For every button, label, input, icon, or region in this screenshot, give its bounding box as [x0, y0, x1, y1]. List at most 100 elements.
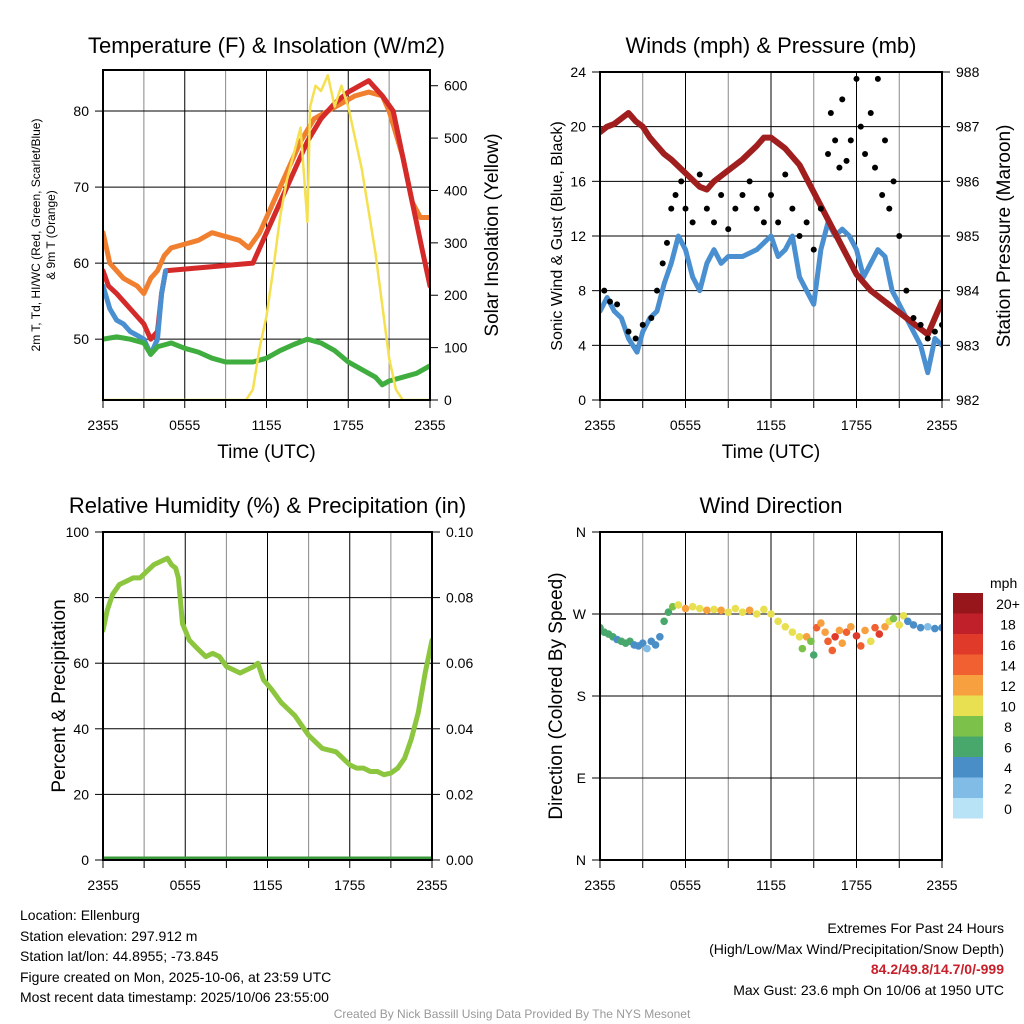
- y2-tick-label: 986: [956, 173, 980, 189]
- gust-point: [874, 75, 881, 82]
- y-tick-label: 12: [570, 228, 586, 244]
- gust-point: [753, 205, 760, 212]
- x-tick-label: 1155: [756, 877, 786, 893]
- y2-tick-label: 983: [956, 337, 980, 353]
- wind-direction-point: [724, 608, 733, 616]
- gust-point: [648, 315, 655, 321]
- wind-direction-point: [866, 637, 875, 646]
- gust-point: [663, 239, 670, 246]
- gust-point: [879, 192, 886, 198]
- y-tick-label: N: [576, 852, 586, 868]
- recent-timestamp: Most recent data timestamp: 2025/10/06 2…: [20, 989, 329, 1005]
- gust-point: [886, 205, 893, 212]
- gust-point: [796, 233, 803, 239]
- panel-1: Temperature (F) & Insolation (W/m2) 2355 0…: [29, 33, 503, 463]
- wind-direction-point: [821, 628, 829, 637]
- gust-point: [903, 287, 910, 294]
- gust-point: [625, 328, 632, 335]
- gust-point: [760, 219, 767, 226]
- wind-direction-point: [809, 651, 818, 659]
- station-pressure-line: [600, 110, 942, 338]
- panel-3: Relative Humidity (%) & Precipitation (i…: [49, 493, 473, 893]
- gust-point: [832, 137, 839, 144]
- wind-direction-point: [643, 644, 651, 653]
- created-time: Figure created on Mon, 2025-10-06, at 23…: [20, 968, 332, 985]
- y-tick-label: 60: [73, 255, 89, 271]
- y-tick-label: 20: [73, 786, 89, 802]
- max-gust: Max Gust: 23.6 mph On 10/06 at 1950 UTC: [733, 981, 1004, 998]
- y2-axis-label: Station Pressure (Maroon): [994, 125, 1015, 348]
- y2-tick-label: 100: [444, 340, 468, 356]
- wind-direction-point: [688, 602, 697, 611]
- 2m-t-line: [103, 78, 430, 342]
- gust-point: [782, 171, 789, 178]
- wind-direction-point: [881, 622, 889, 631]
- gust-point: [853, 75, 860, 82]
- x-tick-label: 1755: [841, 877, 872, 893]
- wind-direction-point: [856, 642, 865, 650]
- x-tick-label: 1755: [841, 417, 872, 433]
- y-tick-label: W: [573, 606, 587, 622]
- x-axis-label: Time (UTC): [722, 442, 821, 463]
- y-axis-label: Percent & Precipitation: [49, 599, 70, 792]
- gust-point: [890, 178, 897, 185]
- legend-swatch: [953, 695, 983, 716]
- credit: Created By Nick Bassill Using Data Provi…: [333, 1007, 691, 1021]
- wind-direction-point: [909, 621, 918, 629]
- legend-swatch: [953, 736, 983, 757]
- legend-swatch: [953, 654, 983, 675]
- speed-legend: mph 20+ 18 16 14 12 10 8 6 4 2 0: [953, 575, 1020, 819]
- y-tick-label: N: [576, 524, 586, 540]
- y2-tick-label: 300: [444, 235, 468, 251]
- x-tick-label: 1155: [252, 877, 282, 893]
- y-tick-label: 80: [73, 590, 89, 606]
- gust-point: [682, 205, 689, 212]
- x-tick-label: 0555: [670, 877, 701, 893]
- y-tick-label: 8: [578, 283, 586, 299]
- wind-direction-point: [838, 639, 847, 647]
- gust-point: [725, 226, 732, 233]
- legend-swatch: [953, 757, 983, 778]
- legend-label: 18: [1000, 617, 1016, 633]
- legend-label: 8: [1004, 719, 1012, 735]
- wind-direction-point: [931, 624, 939, 633]
- wind-direction-point: [861, 626, 869, 635]
- gust-point: [931, 328, 938, 335]
- wind-direction-point: [916, 623, 925, 632]
- gust-point: [924, 335, 931, 342]
- gust-point: [632, 335, 639, 342]
- wind-direction-point: [738, 608, 747, 616]
- wind-direction-point: [660, 617, 668, 626]
- gust-point: [696, 171, 703, 178]
- y-axis-label: Sonic Wind & Gust (Blue, Black): [549, 121, 566, 350]
- y-tick-label: 0: [578, 392, 586, 408]
- gust-point: [789, 205, 796, 212]
- legend-label: 14: [1000, 658, 1016, 674]
- gust-point: [917, 321, 924, 328]
- legend-label: 10: [1000, 699, 1016, 715]
- gust-point: [867, 110, 874, 116]
- wind-direction-point: [899, 612, 908, 620]
- gust-point: [746, 178, 753, 185]
- plot-frame: [599, 531, 943, 861]
- relative-humidity-line: [103, 555, 432, 778]
- legend-label: 20+: [996, 596, 1020, 612]
- wind-direction-point: [767, 610, 775, 618]
- x-tick-label: 0555: [670, 417, 701, 433]
- wind-direction-point: [638, 639, 647, 647]
- legend-swatch: [953, 613, 983, 634]
- x-tick-label: 2355: [926, 877, 957, 893]
- gust-point: [817, 205, 824, 212]
- y2-tick-label: 988: [956, 64, 980, 80]
- panel-title: Temperature (F) & Insolation (W/m2): [88, 33, 445, 58]
- gust-point: [825, 151, 831, 157]
- wind-direction-point: [760, 605, 768, 614]
- legend-title: mph: [990, 575, 1017, 591]
- wind-direction-point: [807, 637, 815, 646]
- y2-tick-label: 200: [444, 287, 468, 303]
- station-info: Location: Ellenburg Station elevation: 2…: [20, 905, 331, 1008]
- gust-point: [601, 287, 608, 294]
- wind-direction-point: [668, 602, 677, 611]
- wind-direction-point: [681, 604, 690, 613]
